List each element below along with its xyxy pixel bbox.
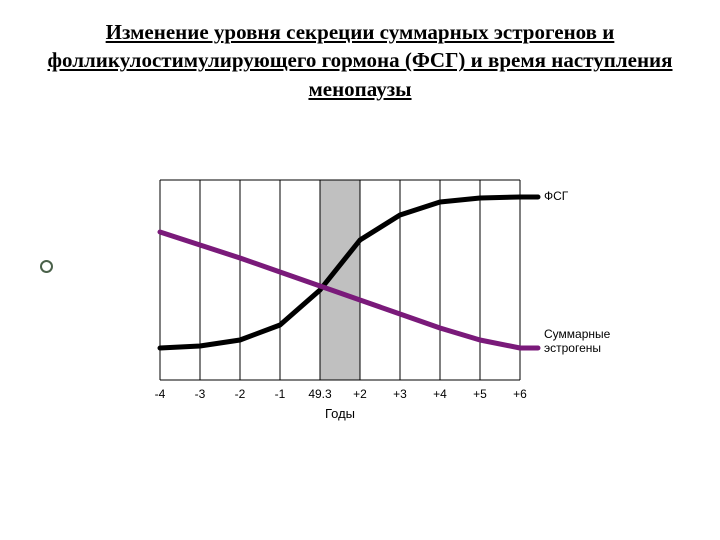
x-tick-0: -4 <box>155 387 166 401</box>
x-tick-4: 49.3 <box>308 387 332 401</box>
chart-container: ФСГ Суммарныеэстрогены -4 -3 -2 -1 49.3 +2 +3 +4 +… <box>150 175 630 465</box>
x-tick-5: +2 <box>353 387 367 401</box>
legend-Суммарные эстрогены: Суммарныеэстрогены <box>544 327 611 355</box>
x-axis-label: Годы <box>325 406 355 421</box>
x-tick-9: +6 <box>513 387 527 401</box>
slide: Изменение уровня секреции суммарных эстр… <box>0 0 720 540</box>
legend-ФСГ: ФСГ <box>544 189 569 203</box>
bullet-icon <box>40 260 53 273</box>
x-tick-7: +4 <box>433 387 447 401</box>
x-tick-2: -2 <box>235 387 246 401</box>
x-tick-3: -1 <box>275 387 286 401</box>
x-tick-8: +5 <box>473 387 487 401</box>
slide-title: Изменение уровня секреции суммарных эстр… <box>40 18 680 103</box>
chart-svg: ФСГ Суммарныеэстрогены -4 -3 -2 -1 49.3 +2 +3 +4 +… <box>150 175 630 465</box>
x-tick-6: +3 <box>393 387 407 401</box>
x-tick-1: -3 <box>195 387 206 401</box>
